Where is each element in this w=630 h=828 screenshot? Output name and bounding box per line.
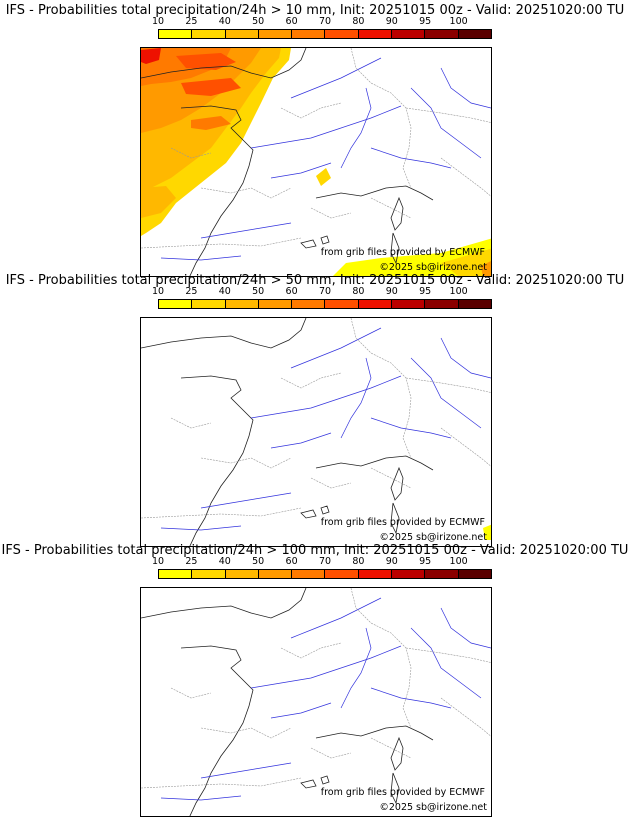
data-source-credit: from grib files provided by ECMWF	[320, 517, 485, 528]
map-panel-3: IFS - Probabilities total precipitation/…	[0, 540, 630, 817]
copyright-credit: ©2025 sb@irizone.net	[379, 262, 487, 273]
colorbar-tick-label: 90	[385, 556, 398, 567]
rivers	[160, 327, 491, 531]
map-panel-1: IFS - Probabilities total precipitation/…	[0, 0, 630, 277]
colorbar-ticks: 10 25 40 50 60 70 80 90 95 100	[152, 286, 492, 298]
borders	[141, 318, 491, 519]
colorbar-tick-label: 40	[218, 16, 231, 27]
data-source-credit: from grib files provided by ECMWF	[320, 787, 485, 798]
colorbar-swatch	[358, 570, 393, 578]
colorbar-swatch	[458, 30, 491, 38]
colorbar-swatch	[225, 570, 259, 578]
colorbar-tick-label: 25	[185, 556, 198, 567]
colorbar-tick-label: 60	[285, 286, 298, 297]
colorbar-tick-label: 100	[449, 16, 468, 27]
map-panel-2: IFS - Probabilities total precipitation/…	[0, 270, 630, 547]
colorbar-swatch	[258, 30, 293, 38]
panel-title: IFS - Probabilities total precipitation/…	[1, 543, 629, 558]
colorbar-swatch	[425, 30, 459, 38]
colorbar-swatch	[325, 30, 359, 38]
colorbar-swatch	[225, 30, 259, 38]
colorbar-tick-label: 40	[218, 286, 231, 297]
borders	[141, 48, 491, 249]
colorbar-tick-label: 10	[151, 556, 165, 567]
precip-map: from grib files provided by ECMWF ©2025 …	[140, 587, 492, 817]
rivers	[160, 597, 491, 801]
colorbar-tick-label: 80	[352, 556, 365, 567]
panel-title: IFS - Probabilities total precipitation/…	[5, 3, 625, 18]
colorbar-swatch	[392, 570, 426, 578]
panel-title: IFS - Probabilities total precipitation/…	[5, 273, 625, 288]
copyright-credit: ©2025 sb@irizone.net	[379, 532, 487, 543]
map-svg	[141, 318, 491, 546]
colorbar-tick-label: 25	[185, 16, 198, 27]
colorbar-tick-label: 50	[252, 16, 265, 27]
precip-map: from grib files provided by ECMWF ©2025 …	[140, 317, 492, 547]
map-svg	[141, 588, 491, 816]
colorbar-swatch	[159, 300, 193, 308]
colorbar-swatch	[458, 300, 491, 308]
colorbar-tick-label: 80	[352, 16, 365, 27]
precip-map: from grib files provided by ECMWF ©2025 …	[140, 47, 492, 277]
colorbar-swatch	[392, 300, 426, 308]
colorbar-tick-label: 10	[151, 286, 165, 297]
colorbar-swatch	[159, 570, 193, 578]
precip-shading	[141, 48, 491, 276]
colorbar-ticks: 10 25 40 50 60 70 80 90 95 100	[152, 16, 492, 28]
copyright-credit: ©2025 sb@irizone.net	[379, 802, 487, 813]
data-source-credit: from grib files provided by ECMWF	[320, 247, 485, 258]
colorbar-swatch	[325, 570, 359, 578]
colorbar-swatch	[292, 30, 326, 38]
colorbar-tick-label: 80	[352, 286, 365, 297]
colorbar-ticks: 10 25 40 50 60 70 80 90 95 100	[152, 556, 492, 568]
colorbar-swatch	[358, 300, 393, 308]
colorbar-tick-label: 70	[318, 556, 332, 567]
colorbar-tick-label: 95	[419, 556, 432, 567]
colorbar-swatch	[458, 570, 491, 578]
colorbar-swatch	[192, 570, 226, 578]
colorbar-tick-label: 95	[419, 16, 432, 27]
colorbar-swatch	[425, 570, 459, 578]
colorbar-tick-label: 90	[385, 16, 398, 27]
colorbar-swatch	[192, 30, 226, 38]
colorbar-swatch	[292, 570, 326, 578]
colorbar-tick-label: 10	[151, 16, 165, 27]
colorbar	[158, 569, 492, 579]
colorbar-swatch	[159, 30, 193, 38]
rivers	[160, 57, 491, 261]
colorbar-tick-label: 50	[252, 286, 265, 297]
colorbar-swatch	[325, 300, 359, 308]
colorbar	[158, 29, 492, 39]
colorbar-swatch	[358, 30, 393, 38]
colorbar-tick-label: 50	[252, 556, 265, 567]
colorbar	[158, 299, 492, 309]
colorbar-tick-label: 100	[449, 556, 468, 567]
colorbar-tick-label: 40	[218, 556, 231, 567]
coastlines	[141, 48, 434, 276]
colorbar-tick-label: 70	[318, 286, 332, 297]
colorbar-tick-label: 100	[449, 286, 468, 297]
precip-shading	[483, 524, 491, 540]
colorbar-swatch	[258, 570, 293, 578]
colorbar-tick-label: 25	[185, 286, 198, 297]
borders	[141, 588, 491, 789]
colorbar-tick-label: 60	[285, 16, 298, 27]
coastlines	[141, 588, 434, 816]
colorbar-swatch	[258, 300, 293, 308]
colorbar-swatch	[225, 300, 259, 308]
colorbar-swatch	[292, 300, 326, 308]
map-svg	[141, 48, 491, 276]
colorbar-tick-label: 70	[318, 16, 332, 27]
colorbar-swatch	[192, 300, 226, 308]
colorbar-swatch	[392, 30, 426, 38]
coastlines	[141, 318, 434, 546]
colorbar-swatch	[425, 300, 459, 308]
colorbar-tick-label: 90	[385, 286, 398, 297]
colorbar-tick-label: 95	[419, 286, 432, 297]
colorbar-tick-label: 60	[285, 556, 298, 567]
